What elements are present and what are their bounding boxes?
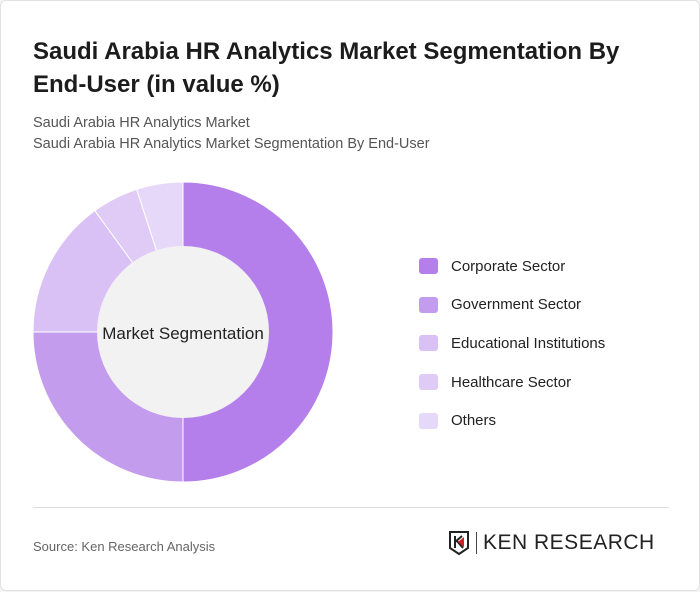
legend-swatch — [419, 258, 438, 275]
legend-label: Others — [451, 412, 497, 430]
subtitle-market: Saudi Arabia HR Analytics Market — [33, 115, 250, 131]
logo-text: KEN RESEARCH — [483, 531, 655, 554]
legend-item: Educational Institutions — [419, 324, 605, 363]
legend-swatch — [419, 296, 438, 313]
legend-label: Corporate Sector — [451, 257, 566, 275]
center-label: Market Segmentation — [102, 324, 264, 343]
divider — [33, 507, 669, 508]
legend-swatch — [419, 335, 438, 352]
legend-label: Educational Institutions — [451, 334, 606, 352]
legend-item: Government Sector — [419, 286, 605, 325]
legend-swatch — [419, 374, 438, 391]
legend: Corporate Sector Government Sector Educati… — [419, 247, 605, 440]
chart-title: Saudi Arabia HR Analytics Market Segment… — [33, 38, 620, 98]
legend-item: Others — [419, 401, 605, 440]
donut-center — [97, 246, 269, 418]
source-note: Source: Ken Research Analysis — [33, 539, 216, 554]
legend-swatch — [419, 412, 438, 429]
legend-label: Government Sector — [451, 296, 582, 314]
legend-label: Healthcare Sector — [451, 373, 572, 391]
legend-item: Healthcare Sector — [419, 363, 605, 402]
ken-research-logo: KEN RESEARCH — [448, 530, 655, 556]
logo-shield-icon — [449, 531, 469, 556]
subtitle-segmentation: Saudi Arabia HR Analytics Market Segment… — [33, 136, 430, 152]
legend-item: Corporate Sector — [419, 247, 605, 286]
